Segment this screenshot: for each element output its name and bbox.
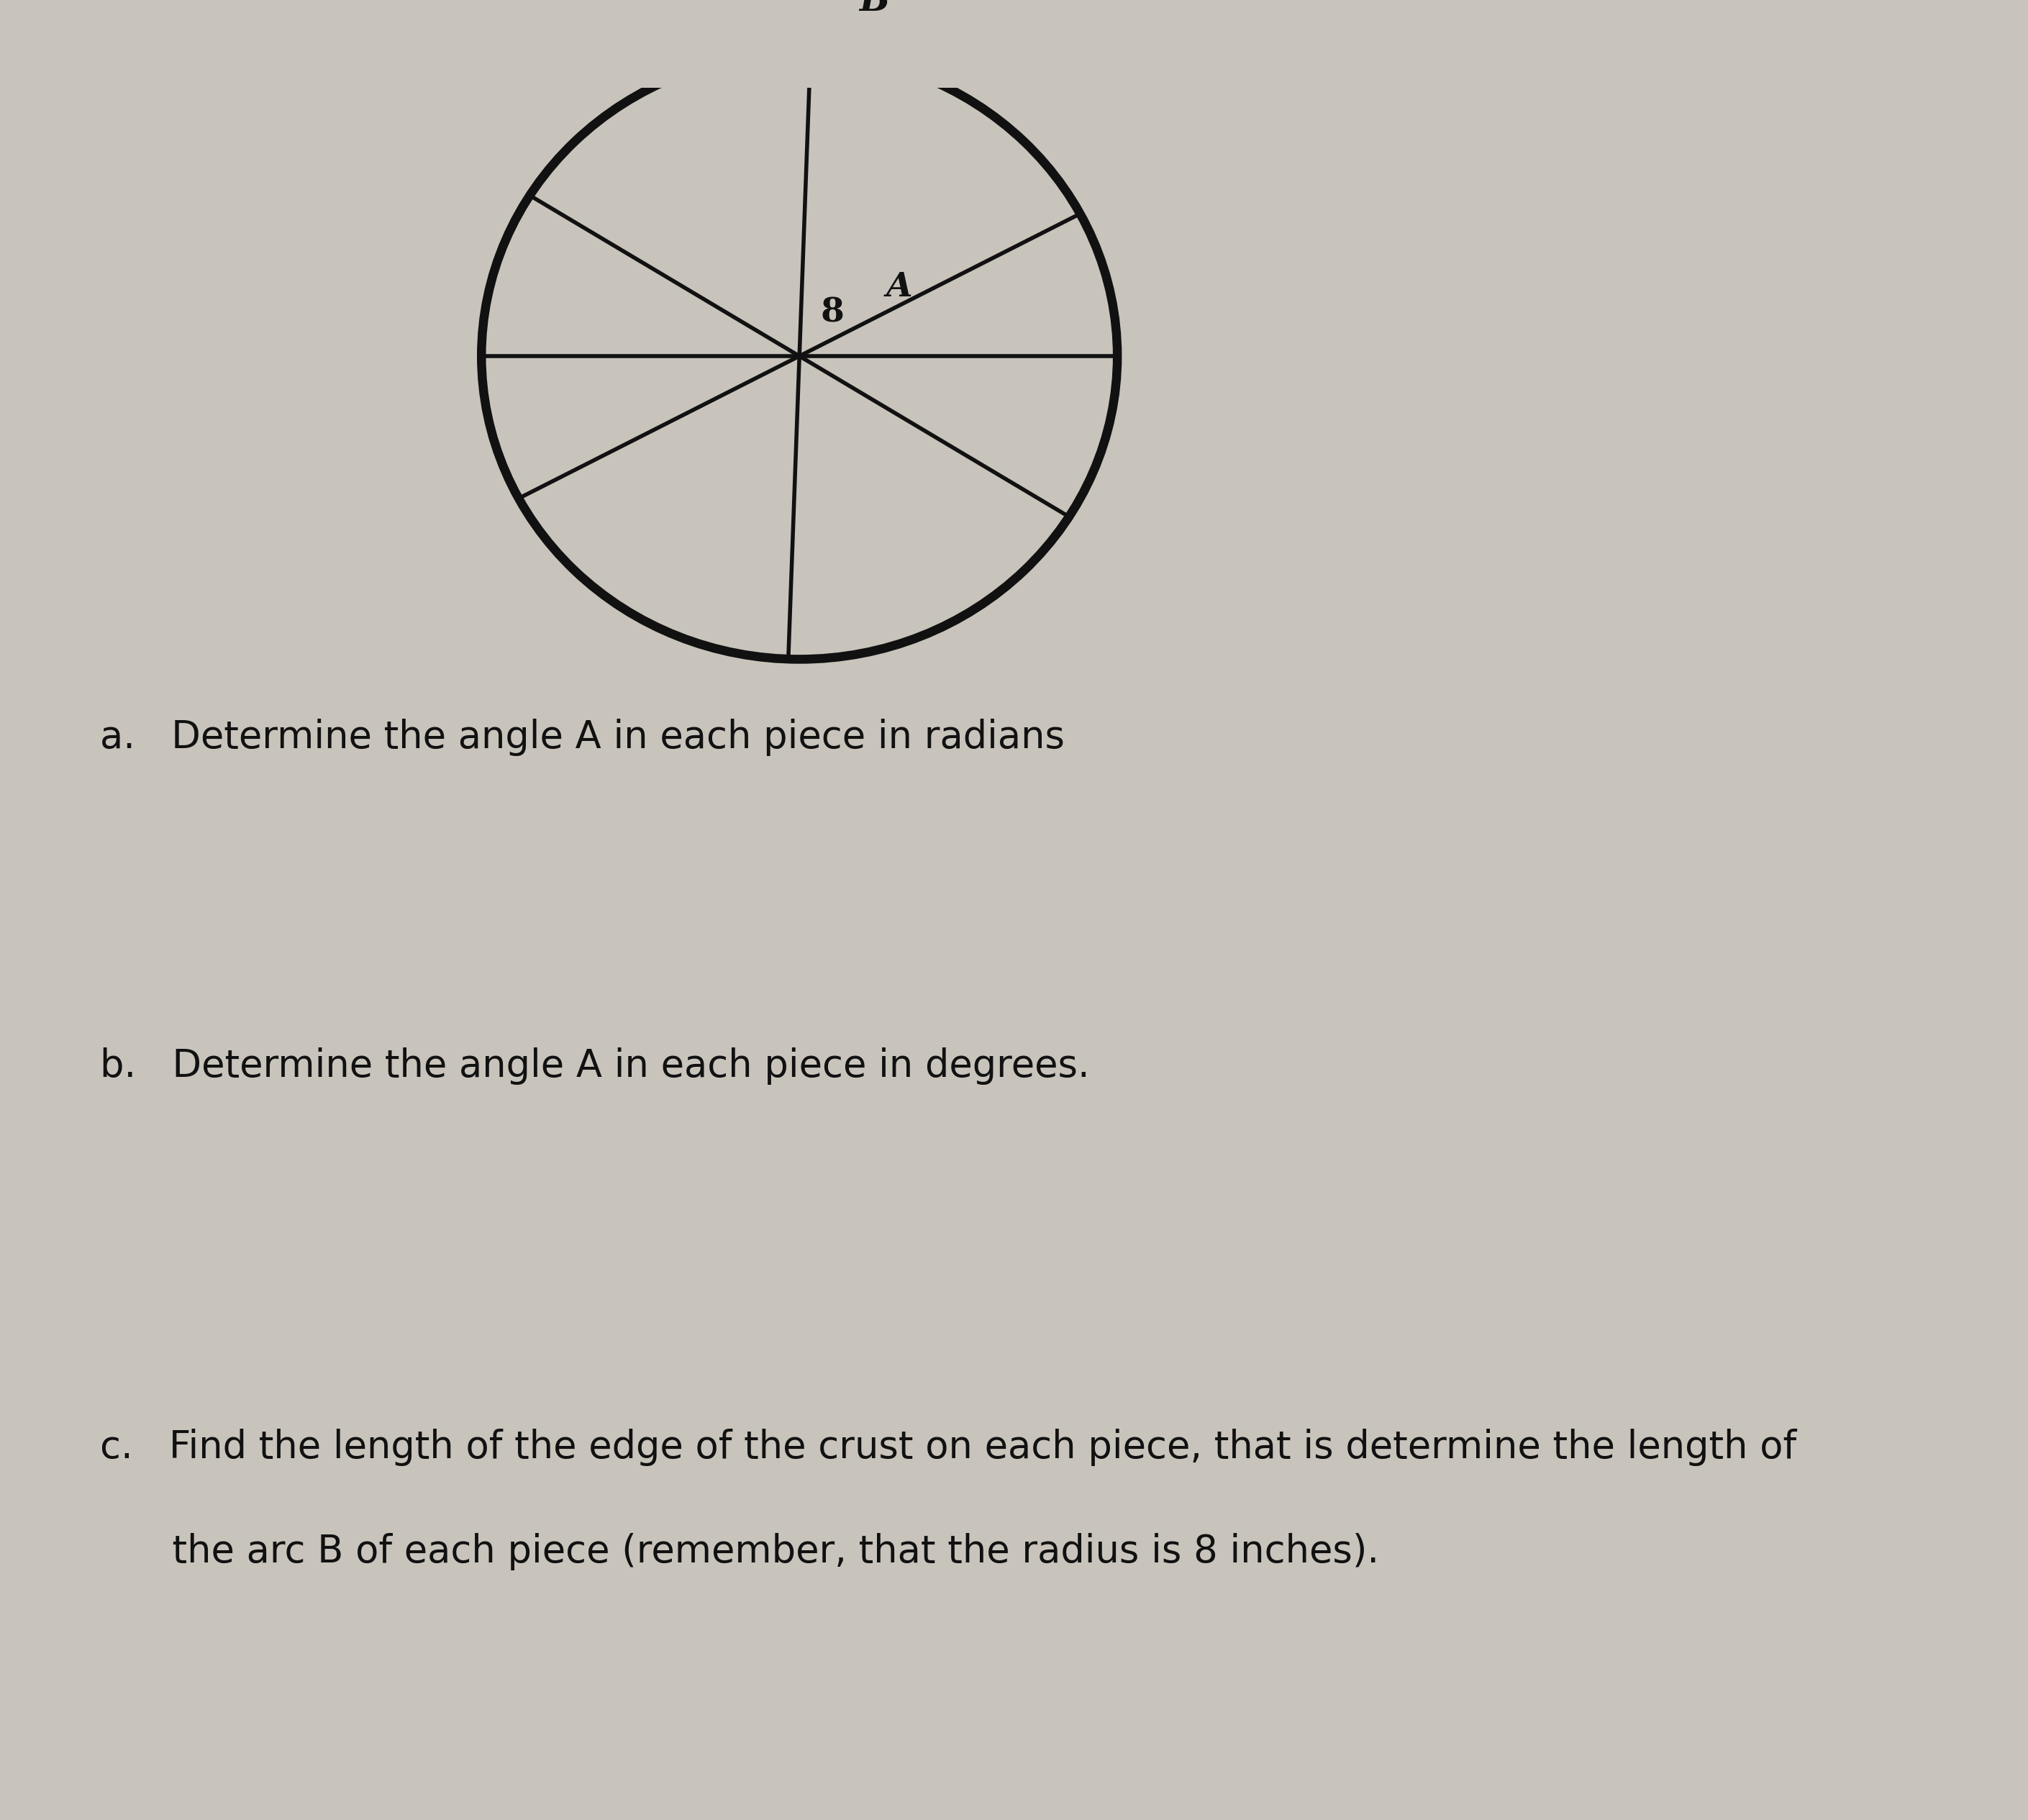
- Text: b.   Determine the angle A in each piece in degrees.: b. Determine the angle A in each piece i…: [99, 1048, 1089, 1085]
- Text: B: B: [860, 0, 890, 18]
- Text: 8: 8: [819, 297, 844, 329]
- Text: A: A: [886, 269, 913, 304]
- Text: c.   Find the length of the edge of the crust on each piece, that is determine t: c. Find the length of the edge of the cr…: [99, 1429, 1797, 1467]
- Text: a.   Determine the angle A in each piece in radians: a. Determine the angle A in each piece i…: [99, 719, 1065, 755]
- Text: the arc B of each piece (remember, that the radius is 8 inches).: the arc B of each piece (remember, that …: [99, 1532, 1379, 1571]
